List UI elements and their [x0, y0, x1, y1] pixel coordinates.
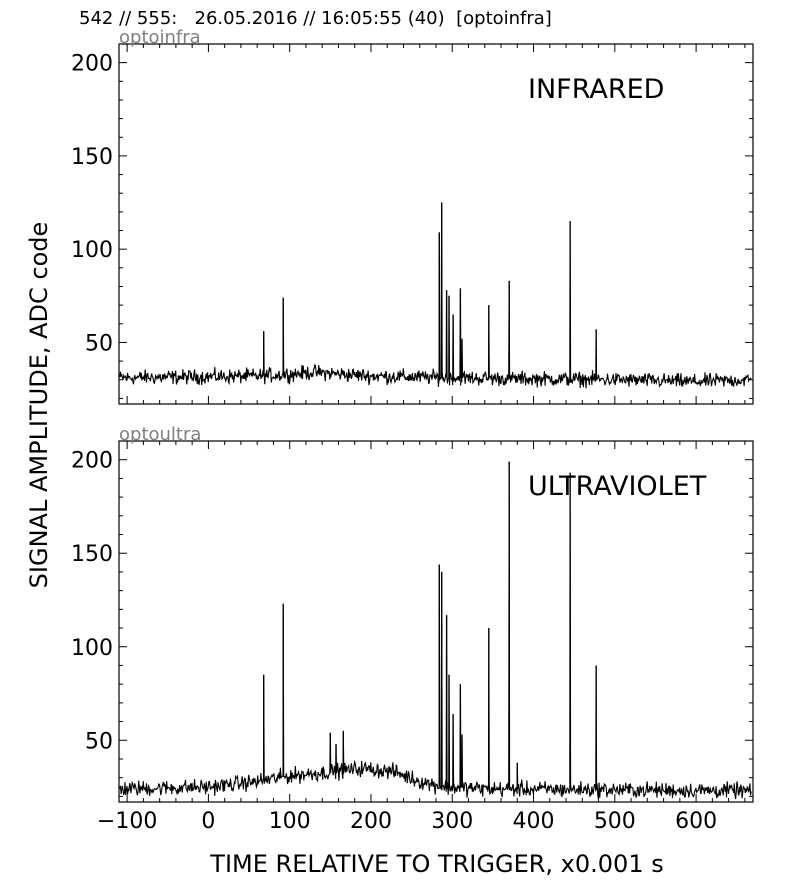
x-tick-label: 200 [350, 809, 392, 834]
y-tick-label: 100 [71, 636, 113, 661]
x-tick-label: 300 [431, 809, 473, 834]
panel-title: ULTRAVIOLET [528, 471, 707, 502]
figure-title: 542 // 555: 26.05.2016 // 16:05:55 (40) … [79, 8, 552, 29]
y-tick-label: 50 [85, 729, 113, 754]
panel-tag: optoinfra [119, 27, 201, 48]
y-tick-label: 200 [71, 449, 113, 474]
x-tick-label: 0 [201, 809, 215, 834]
y-axis-label: SIGNAL AMPLITUDE, ADC code [25, 222, 53, 589]
signal-trace [119, 202, 752, 389]
x-tick-label: 500 [594, 809, 636, 834]
x-tick-label: −100 [97, 809, 157, 834]
y-tick-label: 200 [71, 52, 113, 77]
y-tick-label: 50 [85, 331, 113, 356]
x-tick-label: 100 [269, 809, 311, 834]
panel-ultraviolet: 50 100 150 200 optoultra ULTRAVIOLET [71, 424, 754, 803]
panel-infrared: 50 100 150 200 optoinfra INFRARED [71, 27, 754, 405]
y-tick-label: 150 [71, 145, 113, 170]
x-axis-label: TIME RELATIVE TO TRIGGER, x0.001 s [209, 850, 663, 878]
x-tick-label: 400 [513, 809, 555, 834]
panel-title: INFRARED [528, 74, 664, 105]
panel-tag: optoultra [119, 424, 201, 445]
x-tick-label: 600 [675, 809, 717, 834]
y-tick-label: 100 [71, 238, 113, 263]
signal-trace [119, 461, 752, 800]
y-tick-label: 150 [71, 542, 113, 567]
